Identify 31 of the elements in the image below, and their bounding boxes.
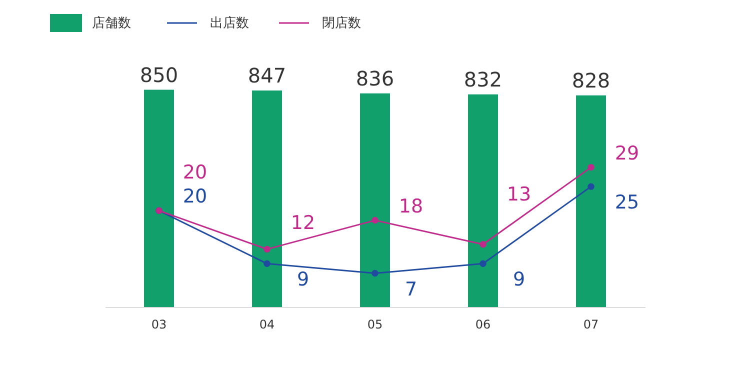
point	[372, 270, 378, 277]
x-tick-label: 06	[475, 318, 491, 332]
legend-label: 店舗数	[92, 15, 131, 31]
point	[372, 216, 378, 224]
point	[588, 183, 594, 190]
point	[480, 260, 486, 267]
x-tick-label: 05	[367, 318, 383, 332]
point	[264, 246, 270, 253]
data-label: 9	[512, 268, 526, 291]
x-tick-label: 07	[583, 318, 599, 332]
data-label: 13	[506, 183, 532, 206]
point	[588, 164, 594, 171]
data-label: 832	[464, 67, 502, 92]
data-label: 847	[248, 64, 286, 88]
x-tick-label: 03	[151, 318, 167, 332]
data-label: 9	[296, 268, 310, 291]
data-label: 18	[398, 195, 424, 218]
legend-label: 閉店数	[322, 15, 361, 31]
data-label: 7	[404, 278, 418, 300]
data-label: 12	[290, 212, 316, 234]
data-label: 20	[182, 162, 208, 184]
legend-label: 出店数	[210, 15, 249, 31]
x-tick-label: 04	[259, 318, 275, 332]
data-label: 850	[140, 62, 178, 87]
data-label: 29	[614, 142, 640, 164]
data-label: 25	[614, 192, 640, 214]
point	[480, 241, 486, 248]
point	[264, 260, 270, 267]
data-label: 836	[356, 66, 394, 90]
data-label: 20	[182, 186, 208, 208]
data-label: 828	[572, 68, 610, 92]
